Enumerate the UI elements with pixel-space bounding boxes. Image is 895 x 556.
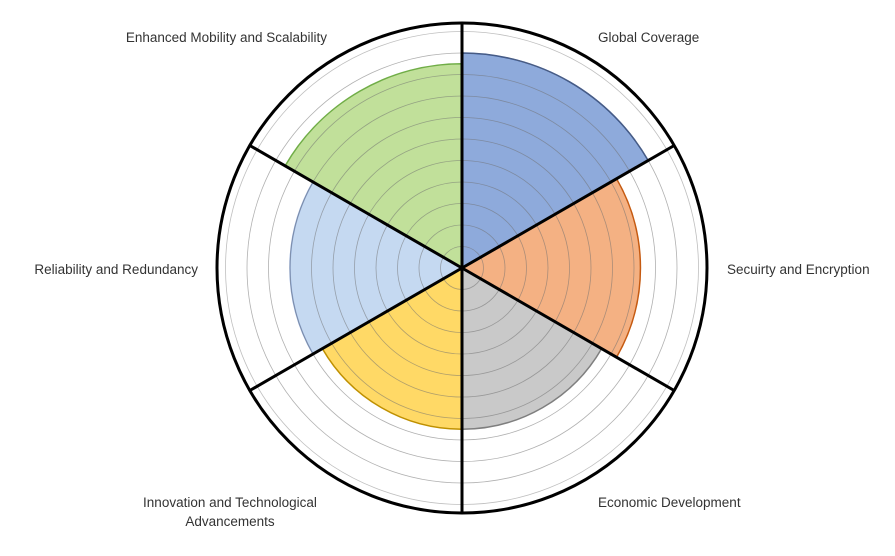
spoke-5	[249, 266, 463, 392]
spoke-2	[461, 144, 675, 270]
label-innovation-and-technological-advancements: Innovation and Technological Advancements	[143, 495, 317, 529]
sectors-group	[284, 52, 650, 431]
label-economic-development: Economic Development	[598, 495, 741, 510]
label-enhanced-mobility-and-scalability: Enhanced Mobility and Scalability	[126, 30, 327, 45]
sector-enhanced-mobility-and-scalability	[284, 62, 463, 270]
sector-economic-development	[461, 266, 603, 431]
label-reliability-and-redundancy: Reliability and Redundancy	[34, 262, 198, 277]
spokes-group	[249, 23, 675, 513]
sector-secuirty-and-encryption	[460, 177, 642, 359]
spoke-6	[249, 144, 463, 270]
label-secuirty-and-encryption: Secuirty and Encryption	[727, 262, 870, 277]
label-global-coverage: Global Coverage	[598, 30, 699, 45]
category-labels: Global Coverage Secuirty and Encryption Ec…	[34, 30, 869, 529]
outer-ring	[215, 21, 709, 515]
spoke-3	[461, 266, 675, 392]
sector-innovation-and-technological-advancements	[321, 266, 463, 431]
